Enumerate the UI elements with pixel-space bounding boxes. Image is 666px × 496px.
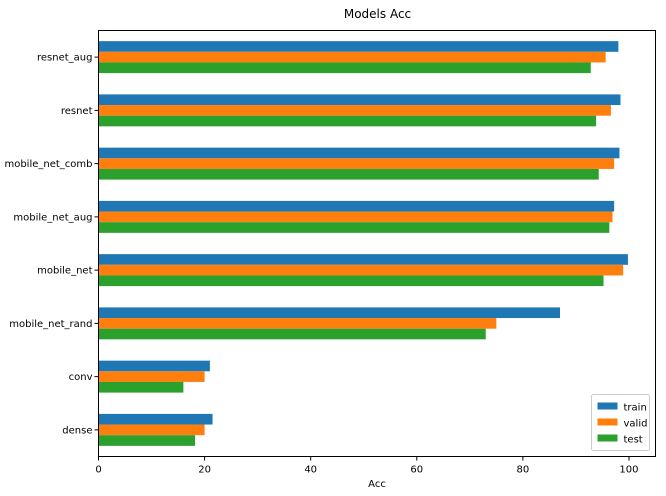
bar-test-conv	[98, 381, 184, 393]
y-tick-label: mobile_net_comb	[4, 159, 92, 170]
x-tick-label: 60	[410, 465, 423, 476]
bar-train-mobile_net_comb	[98, 147, 620, 159]
x-tick-label: 40	[304, 465, 317, 476]
x-axis-label: Acc	[368, 479, 386, 490]
legend-swatch-test	[597, 434, 618, 442]
legend-label-train: train	[624, 403, 647, 414]
bar-train-dense	[98, 413, 213, 425]
bar-valid-mobile_net_comb	[98, 158, 615, 169]
bar-train-resnet_aug	[98, 41, 619, 52]
bar-train-mobile_net	[98, 254, 628, 265]
bar-test-resnet	[98, 115, 597, 127]
chart-title: Models Acc	[344, 7, 411, 21]
legend-swatch-valid	[597, 418, 618, 426]
bar-valid-dense	[98, 424, 205, 436]
bar-test-dense	[98, 435, 196, 446]
legend: train valid test	[591, 394, 650, 451]
bar-train-mobile_net_aug	[98, 200, 615, 212]
plot-frame	[98, 30, 656, 457]
bar-valid-mobile_net	[98, 264, 624, 276]
bar-test-mobile_net_rand	[98, 328, 486, 340]
y-tick-label: resnet	[61, 106, 93, 117]
bars-group	[98, 41, 628, 446]
bar-valid-mobile_net_aug	[98, 211, 613, 223]
x-axis: 0 20 40 60 80 100	[95, 456, 639, 476]
y-tick-label: mobile_net_rand	[9, 319, 92, 330]
x-tick-label: 20	[198, 465, 211, 476]
bar-test-mobile_net	[98, 275, 604, 287]
bar-train-mobile_net_rand	[98, 307, 561, 319]
x-tick-label: 80	[517, 465, 530, 476]
bar-test-mobile_net_aug	[98, 222, 610, 233]
bar-valid-resnet	[98, 105, 611, 116]
bar-train-conv	[98, 360, 210, 372]
y-tick-label: dense	[62, 425, 92, 436]
bar-valid-resnet_aug	[98, 51, 606, 63]
x-tick-label: 100	[619, 465, 638, 476]
legend-label-test: test	[624, 435, 643, 446]
bar-test-resnet_aug	[98, 62, 591, 74]
y-tick-label: conv	[69, 372, 93, 383]
legend-label-valid: valid	[624, 419, 648, 430]
x-tick-label: 0	[95, 465, 101, 476]
bar-valid-conv	[98, 371, 205, 382]
y-tick-label: resnet_aug	[37, 53, 92, 64]
y-tick-label: mobile_net	[37, 266, 92, 277]
y-tick-label: mobile_net_aug	[13, 212, 92, 223]
bar-valid-mobile_net_rand	[98, 318, 497, 329]
y-axis: dense conv mobile_net_rand mobile_net mobile…	[4, 53, 99, 436]
bar-train-resnet	[98, 94, 621, 106]
legend-swatch-train	[597, 402, 618, 410]
bar-test-mobile_net_comb	[98, 168, 599, 180]
